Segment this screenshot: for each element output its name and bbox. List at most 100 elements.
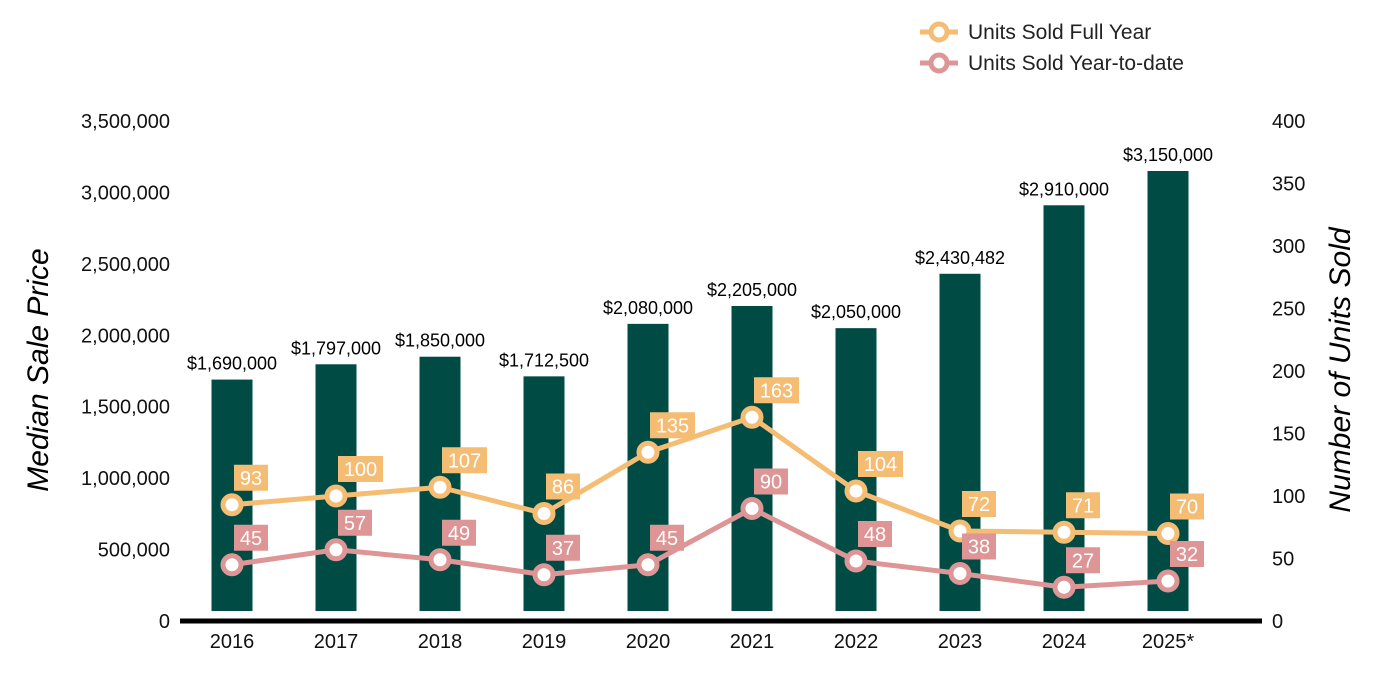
point-label-box-ytd: [754, 468, 788, 495]
legend-item-ytd: Units Sold Year-to-date: [920, 52, 1184, 75]
point-label-ytd: 49: [448, 523, 470, 545]
point-label-box-full-year: [858, 451, 903, 477]
x-tick-label: 2021: [730, 631, 775, 653]
point-label-full-year: 135: [656, 415, 689, 437]
point-label-ytd: 45: [656, 528, 678, 550]
x-axis-ticks: 2016 2017 2018 2019 2020 2021 2022 2023 2024 2025…: [210, 631, 1195, 653]
y-tick-label-right: 0: [1272, 611, 1283, 633]
series-line-ytd: [231, 506, 1169, 590]
legend-marker-full-year: [928, 21, 950, 43]
point-full-year: [428, 475, 452, 499]
point-label-box-ytd: [338, 509, 372, 536]
point-label-full-year: 100: [344, 459, 377, 481]
point-full-year: [740, 405, 764, 429]
bar-value-label: $2,080,000: [603, 298, 693, 318]
point-label-box-full-year: [442, 447, 487, 474]
y-tick-label-right: 150: [1272, 424, 1305, 446]
point-label-box-ytd: [1066, 547, 1100, 574]
point-label-full-year: 71: [1072, 495, 1094, 517]
point-ytd: [844, 549, 868, 573]
y-tick-label-right: 100: [1272, 486, 1305, 508]
x-tick-label: 2023: [938, 631, 983, 653]
point-ytd: [948, 562, 972, 585]
point-full-year: [1052, 520, 1076, 544]
point-full-year: [324, 484, 348, 508]
point-ytd: [428, 548, 452, 572]
series-line-full-year: [231, 414, 1169, 536]
x-tick-label: 2017: [314, 631, 359, 653]
point-label-box-full-year: [1170, 493, 1204, 520]
y-tick-label-right: 300: [1272, 236, 1305, 258]
point-label-box-full-year: [234, 464, 268, 491]
x-tick-label: 2016: [210, 631, 255, 653]
point-ytd: [740, 497, 764, 520]
y-tick-label-left: 2,000,000: [81, 325, 170, 347]
y-tick-label-left: 1,500,000: [81, 397, 170, 419]
point-full-year: [532, 502, 556, 525]
point-label-full-year: 107: [448, 450, 481, 472]
point-full-year: [1156, 522, 1180, 545]
bar-value-label: $2,430,482: [915, 248, 1005, 268]
point-label-box-ytd: [962, 533, 996, 560]
bar-value-labels: $1,690,000 $1,797,000 $1,850,000 $1,712,500…: [187, 145, 1213, 374]
point-ytd: [636, 553, 660, 577]
legend-item-full-year: Units Sold Full Year: [920, 21, 1151, 44]
point-label-box-ytd: [442, 519, 476, 546]
x-tick-label: 2022: [834, 631, 879, 653]
point-label-full-year: 86: [552, 477, 574, 499]
legend: Units Sold Full Year Units Sold Year-to-…: [920, 21, 1184, 75]
point-label-ytd: 38: [968, 537, 990, 559]
point-full-year: [636, 440, 660, 464]
point-ytd: [220, 553, 244, 577]
point-label-box-ytd: [546, 534, 580, 561]
point-ytd: [1052, 575, 1076, 599]
bar: [939, 273, 981, 611]
point-label-ytd: 27: [1072, 550, 1094, 572]
point-full-year: [844, 479, 868, 503]
bar-value-label: $2,205,000: [707, 280, 797, 300]
x-tick-label: 2024: [1042, 631, 1087, 653]
x-tick-label: 2018: [418, 631, 463, 653]
y-tick-label-left: 500,000: [98, 540, 170, 562]
point-label-full-year: 72: [968, 494, 990, 516]
bar-value-label: $1,797,000: [291, 338, 381, 358]
y-axis-left: 0 500,000 1,000,000 1,500,000 2,000,000 2,500…: [81, 111, 170, 633]
point-label-ytd: 57: [344, 513, 366, 535]
series-points: 93 100 107 86 135 163 104 72 71 70 45 57 49 37 45 90 48 3…: [220, 377, 1204, 599]
x-tick-label: 2020: [626, 631, 671, 653]
y-tick-label-right: 250: [1272, 299, 1305, 321]
bar-value-label: $1,690,000: [187, 354, 277, 374]
point-full-year: [220, 493, 244, 517]
series-lines: [231, 414, 1169, 590]
point-ytd: [532, 563, 556, 587]
point-label-box-full-year: [962, 491, 996, 517]
x-tick-label: 2025*: [1142, 631, 1194, 653]
y-axis-title-right: Number of Units Sold: [1324, 226, 1357, 512]
bar-value-label: $2,910,000: [1019, 179, 1109, 199]
bar-value-label: $3,150,000: [1123, 145, 1213, 165]
bars: [211, 171, 1189, 612]
point-label-box-full-year: [754, 377, 799, 404]
legend-marker-ytd: [928, 52, 950, 74]
point-label-box-ytd: [234, 524, 268, 551]
point-label-box-full-year: [650, 412, 695, 439]
bar-value-label: $1,850,000: [395, 331, 485, 351]
point-label-box-ytd: [1170, 541, 1204, 567]
point-label-ytd: 32: [1176, 544, 1198, 566]
bar: [731, 306, 773, 611]
point-ytd: [1156, 569, 1180, 593]
legend-label-ytd: Units Sold Year-to-date: [968, 52, 1184, 75]
y-tick-label-right: 50: [1272, 549, 1294, 571]
bar-value-label: $1,712,500: [499, 350, 589, 370]
point-label-box-full-year: [546, 473, 580, 500]
y-tick-label-right: 200: [1272, 361, 1305, 383]
point-label-full-year: 70: [1176, 497, 1198, 519]
point-label-full-year: 104: [864, 454, 897, 476]
legend-label-full-year: Units Sold Full Year: [968, 21, 1151, 44]
y-tick-label-right: 400: [1272, 111, 1305, 133]
bar-value-label: $2,050,000: [811, 302, 901, 322]
point-ytd: [324, 538, 348, 562]
point-label-full-year: 163: [760, 380, 793, 402]
point-label-ytd: 90: [760, 472, 782, 494]
